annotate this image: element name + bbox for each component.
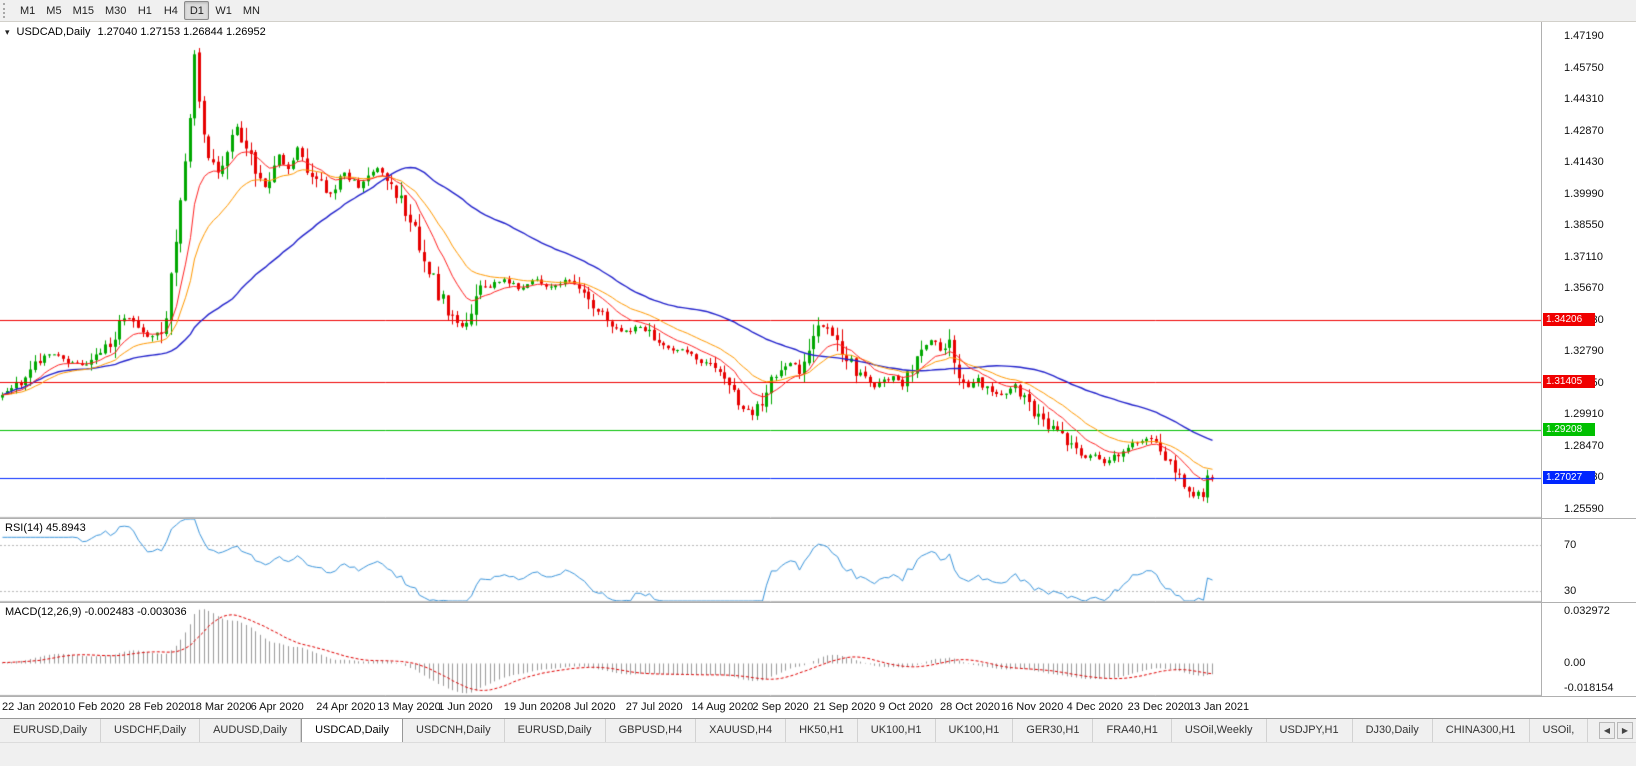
price-axis-label: 1.42870 (1564, 124, 1604, 137)
date-axis-label: 21 Sep 2020 (813, 701, 876, 713)
timeframe-button-m30[interactable]: M30 (104, 5, 127, 17)
date-axis[interactable]: 22 Jan 2020 10 Feb 2020 28 Feb 2020 18 Mar … (0, 696, 1541, 718)
price-axis-label: 1.25590 (1564, 503, 1604, 516)
price-line-tag: 1.31405 (1543, 374, 1595, 388)
price-axis-label: 1.29910 (1564, 408, 1604, 421)
chart-title: ▾ USDCAD,Daily 1.27040 1.27153 1.26844 1… (5, 26, 266, 38)
timeframe-button-w1[interactable]: W1 (215, 5, 232, 17)
chart-tab-usdjpy-h1[interactable]: USDJPY,H1 (1266, 719, 1353, 742)
date-axis-label: 9 Oct 2020 (879, 701, 933, 713)
toolbar-drag-handle-icon[interactable] (3, 3, 9, 18)
timeframe-button-m15[interactable]: M15 (72, 5, 94, 17)
chart-tab-eurusd-daily[interactable]: EURUSD,Daily (504, 719, 606, 742)
chart-tab-xauusd-h4[interactable]: XAUUSD,H4 (696, 719, 787, 742)
price-axis-label: 1.38550 (1564, 219, 1604, 232)
date-axis-label: 1 Jun 2020 (438, 701, 493, 713)
price-scale[interactable]: 1.47190 1.45750 1.44310 1.42870 1.41430 1.399… (1541, 22, 1636, 696)
price-axis-label: 1.32790 (1564, 345, 1604, 358)
date-axis-label: 19 Jun 2020 (503, 701, 565, 713)
price-axis-label: 1.41430 (1564, 156, 1604, 169)
symbol-period-label: USDCAD,Daily (16, 26, 91, 38)
timeframe-button-m5[interactable]: M5 (46, 5, 62, 17)
date-axis-label: 13 Jan 2021 (1188, 701, 1250, 713)
date-axis-label: 18 Mar 2020 (189, 701, 252, 713)
pane-separator (0, 696, 1636, 697)
chart-tab-usdcad-daily[interactable]: USDCAD,Daily (301, 719, 404, 742)
chart-tab-usdcnh-daily[interactable]: USDCNH,Daily (403, 719, 505, 742)
price-line-tag: 1.29208 (1543, 422, 1595, 436)
chart-tab-ger30-h1[interactable]: GER30,H1 (1013, 719, 1094, 742)
chart-tab-audusd-daily[interactable]: AUDUSD,Daily (200, 719, 302, 742)
chart-tab-fra40-h1[interactable]: FRA40,H1 (1093, 719, 1172, 742)
price-chart-canvas[interactable] (0, 22, 1541, 696)
chart-tab-usdchf-daily[interactable]: USDCHF,Daily (100, 719, 201, 742)
chart-tab-uk100-h1[interactable]: UK100,H1 (935, 719, 1014, 742)
date-axis-label: 22 Jan 2020 (2, 701, 63, 713)
price-axis-label: 1.47190 (1564, 30, 1604, 42)
chart-tab-gbpusd-h4[interactable]: GBPUSD,H4 (605, 719, 697, 742)
chart-tab-eurusd-daily[interactable]: EURUSD,Daily (0, 719, 101, 742)
date-axis-label: 14 Aug 2020 (691, 701, 754, 713)
date-axis-label: 4 Dec 2020 (1066, 701, 1123, 713)
date-axis-label: 28 Oct 2020 (940, 701, 1000, 713)
chart-tab-usoil-weekly[interactable]: USOil,Weekly (1171, 719, 1267, 742)
price-axis-label: 1.45750 (1564, 61, 1604, 74)
rsi-axis-label: 70 (1564, 539, 1577, 552)
date-axis-label: 23 Dec 2020 (1127, 701, 1190, 713)
status-strip (0, 742, 1636, 766)
timeframe-toolbar: M1 M5 M15 M30 H1 H4 D1 W1 MN (0, 0, 1636, 22)
date-axis-label: 28 Feb 2020 (128, 701, 191, 713)
price-line-tag: 1.27027 (1543, 470, 1595, 484)
price-axis-label: 1.28470 (1564, 439, 1604, 452)
macd-indicator-label: MACD(12,26,9) -0.002483 -0.003036 (5, 606, 187, 618)
date-axis-label: 27 Jul 2020 (625, 701, 683, 713)
price-axis-label: 1.37110 (1564, 250, 1603, 263)
pane-separator[interactable] (0, 602, 1636, 603)
tab-scroll-controls: ◀ ▶ (1596, 719, 1636, 742)
date-axis-label: 6 Apr 2020 (250, 701, 304, 713)
ohlc-values: 1.27040 1.27153 1.26844 1.26952 (97, 26, 266, 38)
chart-tab-uk100-h1[interactable]: UK100,H1 (857, 719, 936, 742)
macd-axis-label: 0.00 (1564, 656, 1586, 669)
macd-axis-label: -0.018154 (1564, 682, 1614, 694)
quick-trade-arrow-icon[interactable]: ▾ (5, 26, 10, 37)
date-axis-label: 16 Nov 2020 (1000, 701, 1064, 713)
chart-tab-dj30-daily[interactable]: DJ30,Daily (1352, 719, 1433, 742)
tab-scroll-left-icon[interactable]: ◀ (1599, 722, 1615, 739)
rsi-indicator-label: RSI(14) 45.8943 (5, 522, 86, 534)
pane-separator[interactable] (0, 518, 1636, 519)
timeframe-button-h4[interactable]: H4 (163, 5, 178, 17)
macd-axis-label: 0.032972 (1564, 605, 1610, 617)
price-axis-label: 1.44310 (1564, 93, 1604, 106)
timeframe-button-d1[interactable]: D1 (184, 1, 210, 20)
price-line-tag: 1.34206 (1543, 313, 1595, 327)
date-axis-label: 13 May 2020 (377, 701, 441, 713)
chart-tab-hk50-h1[interactable]: HK50,H1 (786, 719, 858, 742)
timeframe-button-m1[interactable]: M1 (20, 5, 36, 17)
rsi-axis-label: 30 (1564, 584, 1577, 597)
chart-tab-usoil-[interactable]: USOil, (1529, 719, 1589, 742)
chart-tab-china300-h1[interactable]: CHINA300,H1 (1432, 719, 1530, 742)
date-axis-label: 10 Feb 2020 (62, 701, 125, 713)
timeframe-button-h1[interactable]: H1 (137, 5, 152, 17)
chart-tab-bar: EURUSD,Daily USDCHF,Daily AUDUSD,Daily USDC… (0, 718, 1636, 742)
price-axis-label: 1.35670 (1564, 282, 1604, 295)
date-axis-label: 24 Apr 2020 (316, 701, 376, 713)
date-axis-label: 2 Sep 2020 (752, 701, 809, 713)
tab-scroll-right-icon[interactable]: ▶ (1617, 722, 1633, 739)
timeframe-button-mn[interactable]: MN (242, 5, 260, 17)
price-axis-label: 1.39990 (1564, 187, 1604, 200)
date-axis-label: 8 Jul 2020 (564, 701, 616, 713)
chart-window: ▾ USDCAD,Daily 1.27040 1.27153 1.26844 1… (0, 22, 1636, 718)
timeframe-button-group: M1 M5 M15 M30 H1 H4 D1 W1 MN (15, 1, 265, 20)
